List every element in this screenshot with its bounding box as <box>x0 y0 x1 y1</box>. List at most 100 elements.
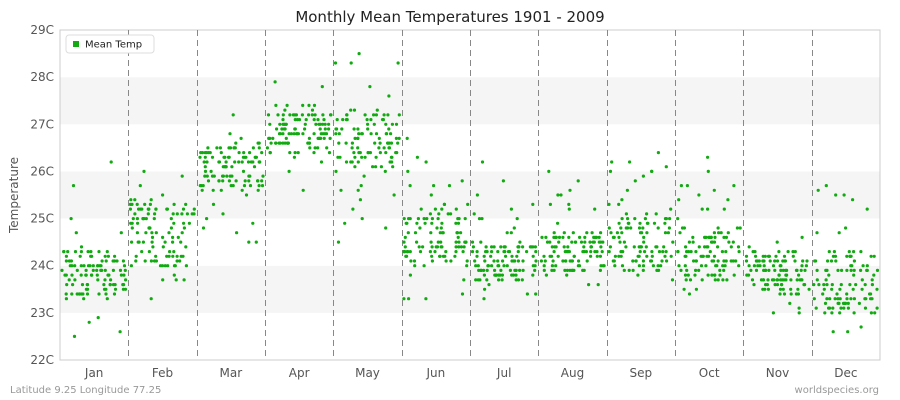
temp-point <box>278 122 282 126</box>
temp-point <box>227 179 231 183</box>
temp-point <box>752 264 757 268</box>
temp-point <box>789 287 793 291</box>
temp-point <box>851 198 855 202</box>
temp-point <box>729 259 733 263</box>
temp-point <box>608 245 613 249</box>
temp-point <box>392 193 396 197</box>
temp-point <box>766 278 770 282</box>
temp-point <box>684 245 688 249</box>
temp-point <box>254 240 258 244</box>
temp-point <box>771 311 776 315</box>
temp-point <box>553 245 557 249</box>
temp-point <box>316 118 320 122</box>
temp-point <box>168 250 172 254</box>
temp-point <box>64 254 68 258</box>
temp-point <box>757 259 761 263</box>
temp-point <box>578 235 582 239</box>
temp-point <box>842 193 846 197</box>
temp-point <box>242 184 247 188</box>
temp-point <box>847 250 851 254</box>
temp-point <box>412 259 417 263</box>
temp-point <box>405 254 409 258</box>
temp-point <box>492 245 496 249</box>
temp-point <box>773 259 777 263</box>
temp-point <box>344 118 348 122</box>
temp-point <box>656 151 661 155</box>
temp-point <box>366 151 370 155</box>
temp-point <box>252 165 257 169</box>
temp-point <box>852 268 856 272</box>
temp-point <box>628 160 632 164</box>
temp-point <box>512 226 516 230</box>
temp-point <box>391 165 395 169</box>
temp-point <box>350 160 354 164</box>
temp-point <box>641 174 646 178</box>
y-tick-labels: 22C 23C 24C 25C 26C 27C 28C 29C <box>30 23 54 367</box>
temp-point <box>779 278 783 282</box>
temp-point <box>154 254 158 258</box>
temp-point <box>665 259 669 263</box>
temp-point <box>761 259 765 263</box>
temp-point <box>275 127 279 131</box>
temp-point <box>64 297 68 301</box>
temp-point <box>230 174 234 178</box>
temp-point <box>474 278 478 282</box>
temp-point <box>590 231 594 235</box>
temp-point <box>620 231 624 235</box>
temp-point <box>152 217 156 221</box>
temp-point <box>859 268 863 272</box>
temp-point <box>356 146 360 150</box>
temp-point <box>210 155 215 159</box>
temp-point <box>169 226 173 230</box>
temp-point <box>140 250 144 254</box>
temp-point <box>366 122 370 126</box>
temp-point <box>873 311 877 315</box>
temp-point <box>552 231 556 235</box>
temp-point <box>683 273 688 277</box>
temp-point <box>327 151 332 155</box>
temp-point <box>428 250 432 254</box>
temp-point <box>403 245 407 249</box>
temp-point <box>612 235 616 239</box>
temp-point <box>738 226 742 230</box>
temp-point <box>626 221 630 225</box>
temp-point <box>70 264 74 268</box>
temp-point <box>850 264 854 268</box>
temp-point <box>86 287 90 291</box>
temp-point <box>864 297 868 301</box>
temp-point <box>631 259 635 263</box>
temp-point <box>345 113 349 117</box>
temp-point <box>598 254 603 258</box>
legend-box <box>65 34 155 54</box>
temp-point <box>397 113 401 117</box>
temp-point <box>167 254 171 258</box>
temp-point <box>587 283 591 287</box>
temp-point <box>167 231 171 235</box>
temp-point <box>552 268 556 272</box>
temp-point <box>484 245 488 249</box>
temp-point <box>224 160 228 164</box>
temp-point <box>378 141 382 145</box>
temp-point <box>713 235 717 239</box>
temp-point <box>338 155 342 159</box>
temp-point <box>775 278 780 282</box>
temp-point <box>534 292 538 296</box>
temp-point <box>612 259 616 263</box>
temp-point <box>668 217 672 221</box>
temp-point <box>350 141 354 145</box>
temp-point <box>676 250 680 254</box>
temp-point <box>643 217 648 221</box>
temp-point <box>845 254 849 258</box>
temp-point <box>423 221 427 225</box>
temp-point <box>724 259 728 263</box>
temp-point <box>585 231 589 235</box>
temp-point <box>369 118 373 122</box>
temp-point <box>531 273 535 277</box>
temp-point <box>661 250 665 254</box>
temp-point <box>113 287 118 291</box>
temp-point <box>314 122 318 126</box>
temp-point <box>268 151 272 155</box>
temp-point <box>633 179 637 183</box>
temp-point <box>483 287 487 291</box>
temp-point <box>617 235 621 239</box>
